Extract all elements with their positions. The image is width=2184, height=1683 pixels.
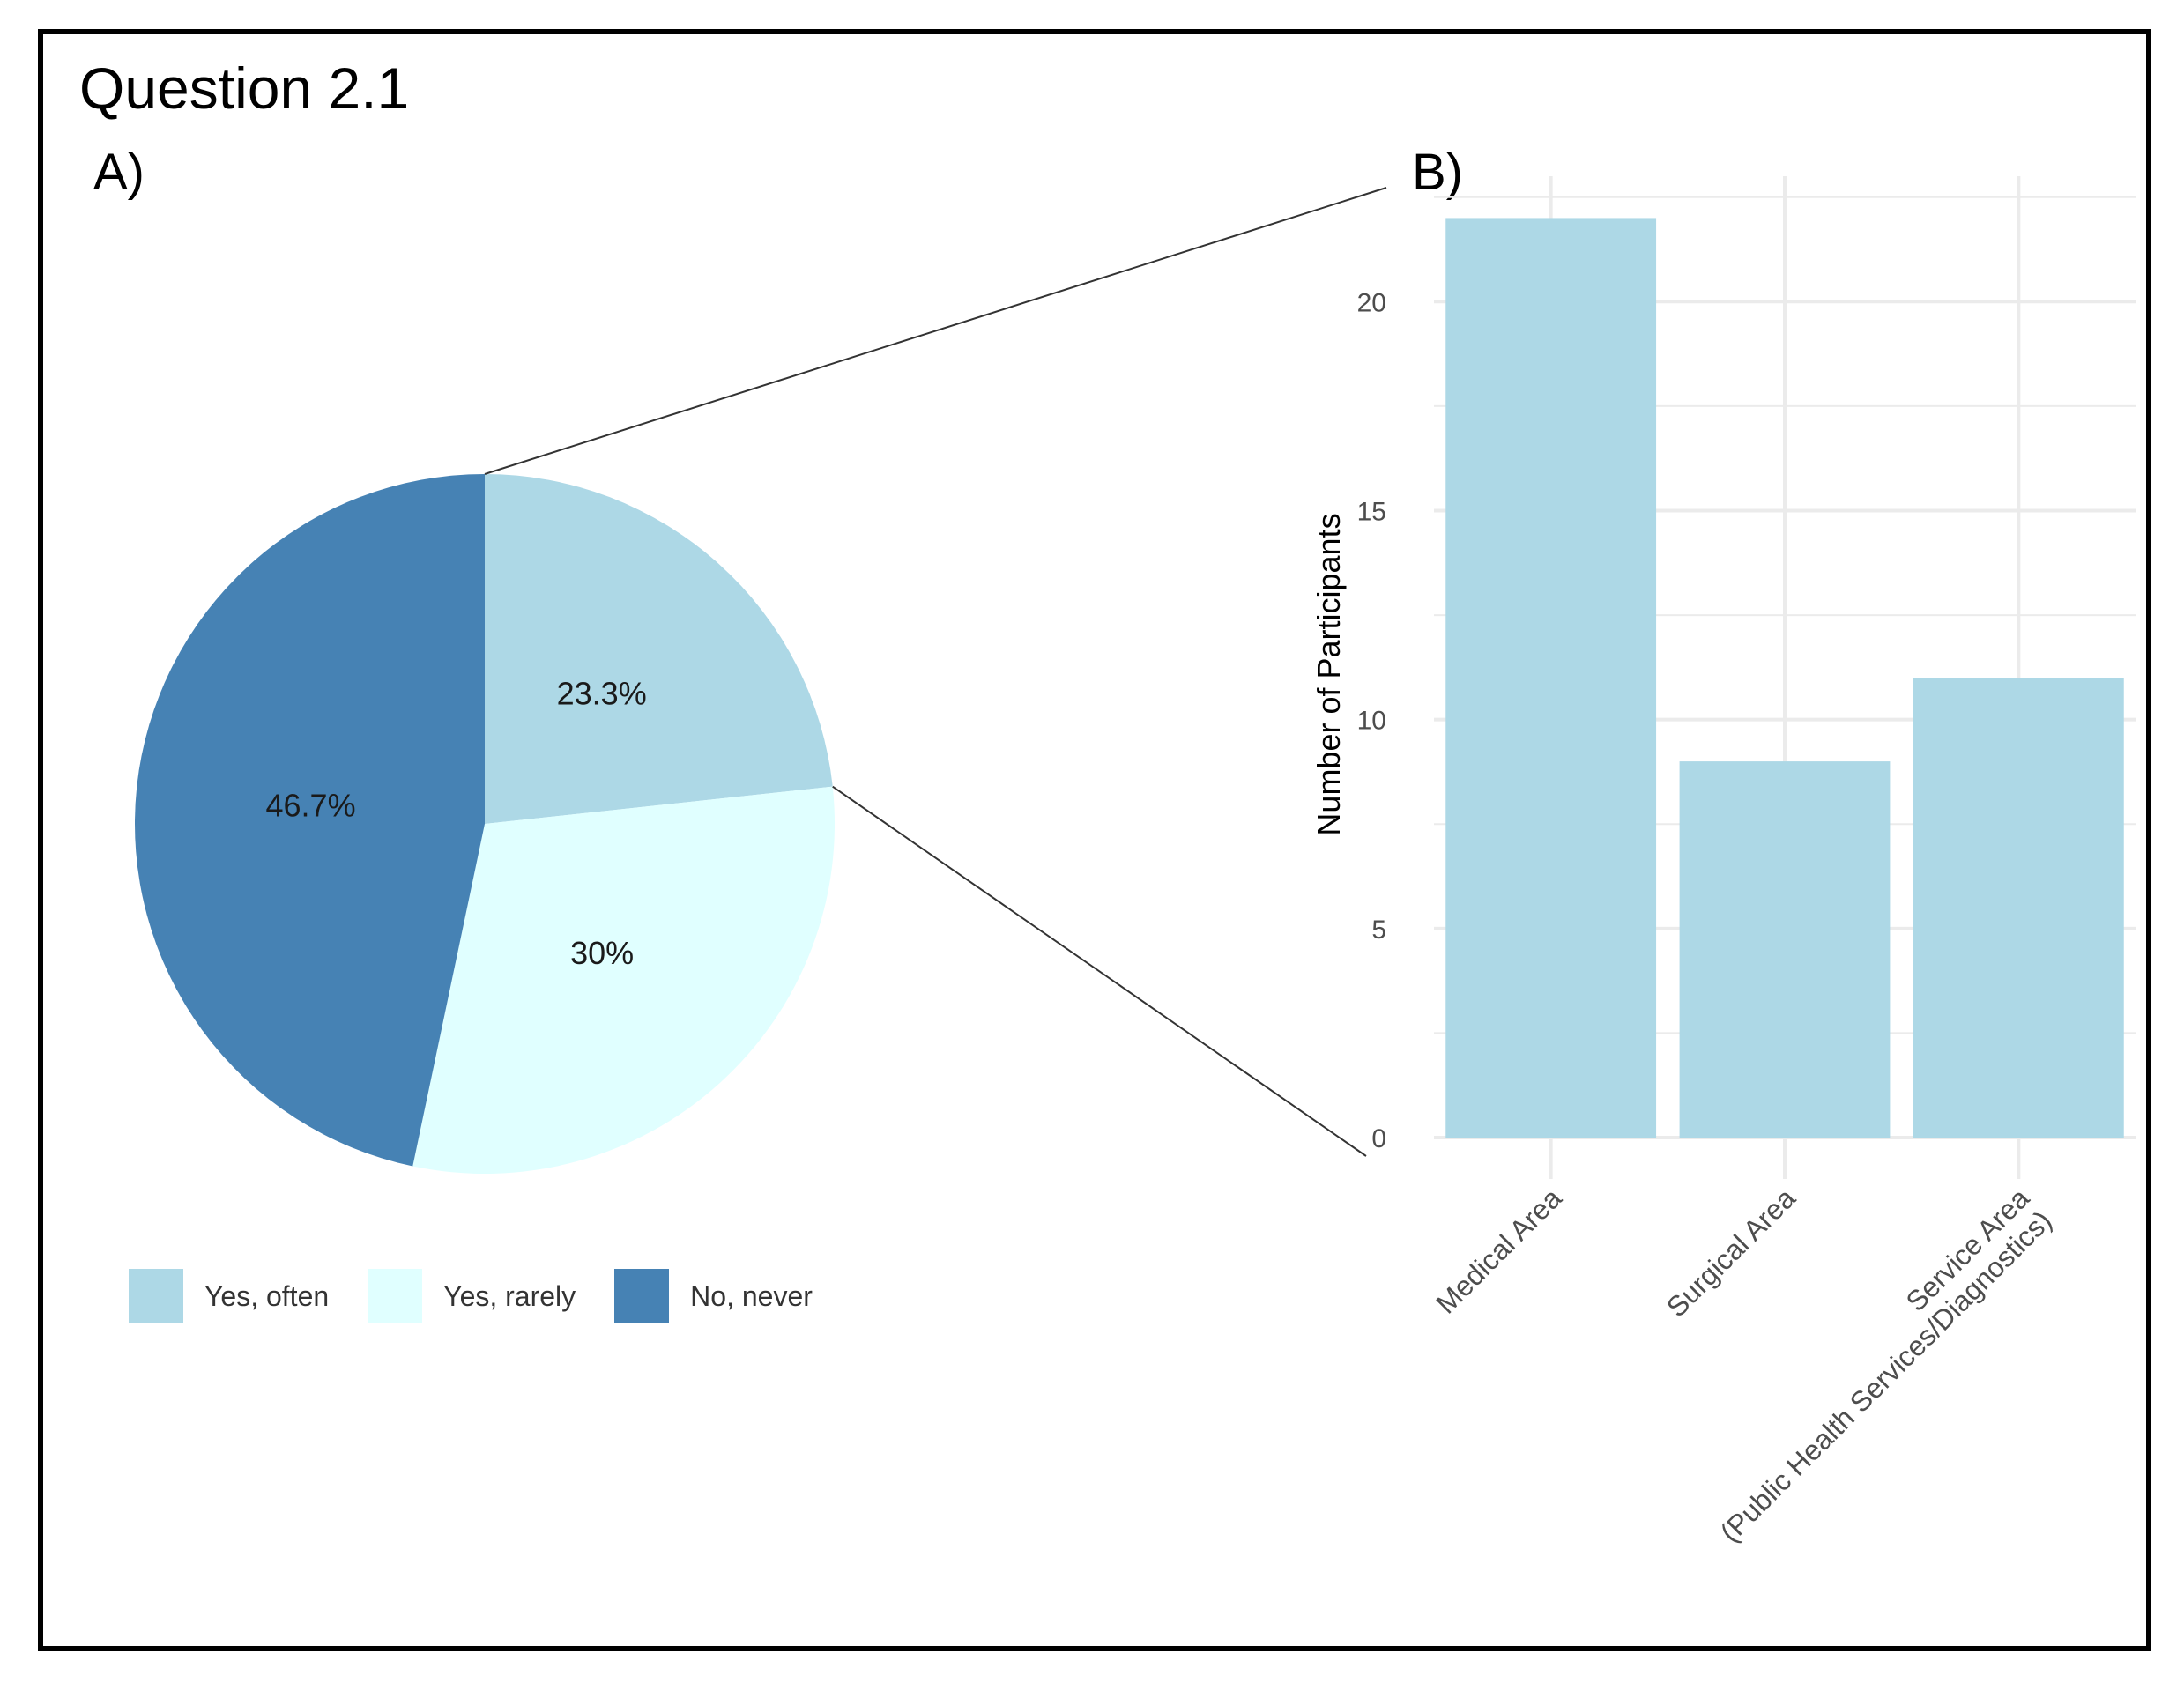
bar-series [1445, 218, 2124, 1138]
y-axis-title: Number of Participants [1311, 513, 1347, 835]
legend-label-yes-often: Yes, often [204, 1279, 330, 1312]
legend-swatch-no-never [614, 1269, 670, 1323]
y-tick-label: 0 [1371, 1124, 1386, 1153]
pie-slice-yes-often [485, 474, 833, 824]
x-tick-label-medical-area: Medical Area [1430, 1182, 1567, 1319]
bar-service-area [1913, 678, 2124, 1138]
pie-label-yes-rarely: 30% [570, 935, 634, 971]
y-tick-label: 20 [1357, 288, 1386, 317]
x-tick-label-line: Surgical Area [1660, 1182, 1801, 1323]
x-tick-label-surgical-area: Surgical Area [1660, 1182, 1801, 1323]
legend-swatch-yes-often [129, 1269, 183, 1323]
bar-medical-area [1445, 218, 1657, 1138]
legend-item-yes-often: Yes, often [129, 1269, 329, 1323]
connector-line-top [484, 187, 1387, 475]
legend-swatch-yes-rarely [368, 1269, 423, 1323]
legend-item-yes-rarely: Yes, rarely [368, 1269, 576, 1323]
x-tick-label-line: Medical Area [1430, 1182, 1567, 1319]
pie-slice-no-never [135, 474, 485, 1167]
pie-label-yes-often: 23.3% [557, 675, 647, 711]
connector-line-bottom [832, 785, 1367, 1157]
pie-slice-yes-rarely [412, 786, 836, 1174]
legend-label-yes-rarely: Yes, rarely [443, 1279, 576, 1312]
figure-title: Question 2.1 [79, 56, 410, 121]
y-axis-ticks: 0 5 10 15 20 [1357, 288, 1386, 1153]
panel-b-label: B) [1412, 144, 1463, 201]
y-tick-label: 15 [1357, 497, 1386, 526]
panel-a-label: A) [93, 144, 145, 201]
x-tick-label-line: (Public Health Services/Diagnostics) [1714, 1205, 2058, 1548]
x-axis-labels: Medical Area Surgical Area Service Area(Pu… [1430, 1182, 2058, 1548]
pie-legend: Yes, often Yes, rarely No, never [129, 1269, 851, 1323]
legend-item-no-never: No, never [614, 1269, 813, 1323]
legend-label-no-never: No, never [690, 1279, 813, 1312]
zoom-connectors [484, 187, 1387, 1157]
y-tick-label: 10 [1357, 707, 1386, 736]
pie-label-no-never: 46.7% [266, 787, 356, 823]
bar-surgical-area [1679, 761, 1891, 1138]
y-tick-label: 5 [1371, 916, 1386, 945]
pie-chart: 23.3% 30% 46.7% [135, 474, 836, 1174]
